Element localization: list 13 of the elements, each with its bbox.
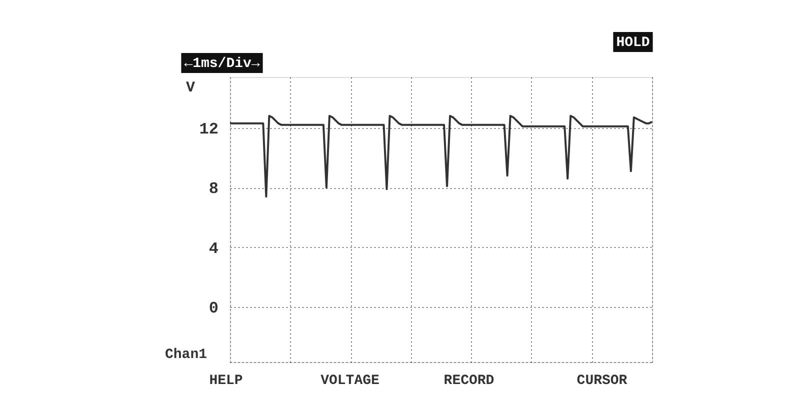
text: Chan1 bbox=[165, 347, 208, 363]
text: HELP bbox=[209, 373, 243, 389]
text: ←1ms/Div→ bbox=[184, 56, 260, 72]
line-series bbox=[229, 114, 653, 198]
y-tick-label: 12 bbox=[199, 120, 218, 138]
text: CURSOR bbox=[576, 373, 628, 389]
text: RECORD bbox=[444, 373, 494, 389]
y-tick-label: 0 bbox=[208, 300, 218, 318]
y-tick-label: 8 bbox=[208, 180, 218, 198]
text: VOLTAGE bbox=[320, 373, 380, 389]
y-axis-title: V bbox=[186, 80, 196, 96]
y-tick-label: 4 bbox=[208, 240, 219, 258]
text: HOLD bbox=[616, 35, 650, 51]
